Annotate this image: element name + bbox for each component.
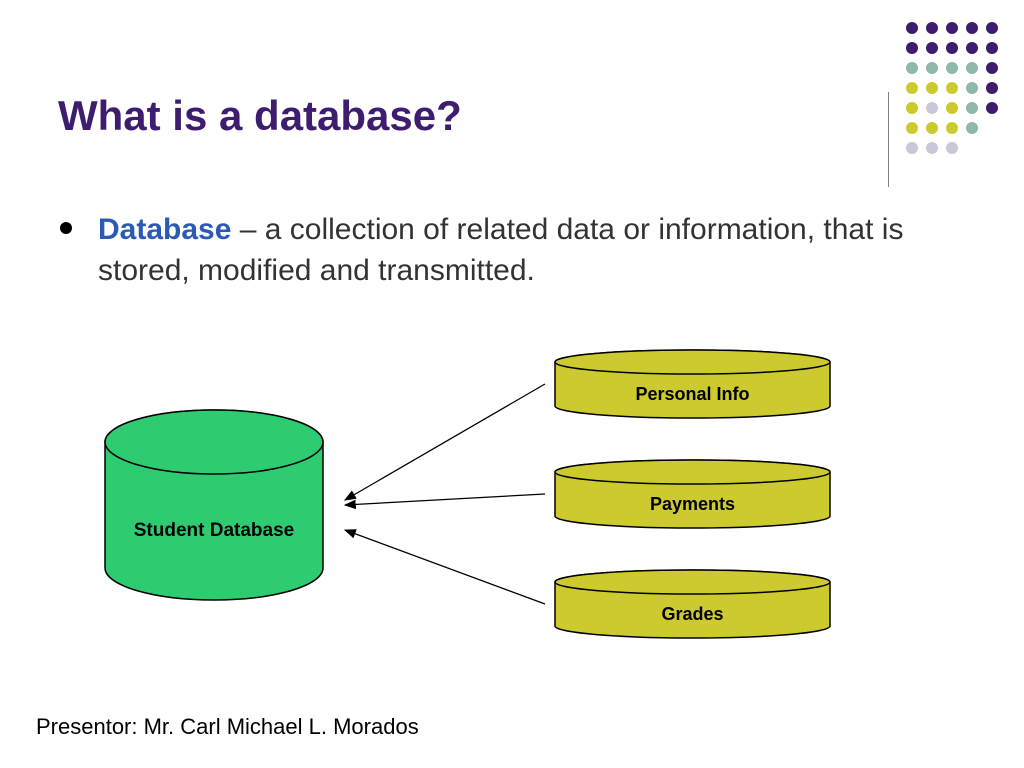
- cylinder-label-small-0: Personal Info: [555, 384, 830, 405]
- title-divider-line: [888, 92, 889, 187]
- corner-dots-decoration: [0, 0, 1024, 180]
- cylinder-label-small-2: Grades: [555, 604, 830, 625]
- cylinder-label-main: Student Database: [105, 520, 323, 542]
- presenter-footer: Presentor: Mr. Carl Michael L. Morados: [36, 714, 419, 740]
- slide-title: What is a database?: [58, 92, 462, 140]
- definition-bullet: Database – a collection of related data …: [60, 210, 928, 291]
- bullet-marker-icon: [60, 222, 72, 234]
- cylinder-label-small-1: Payments: [555, 494, 830, 515]
- definition-keyword: Database: [98, 213, 231, 246]
- definition-text: Database – a collection of related data …: [98, 210, 928, 291]
